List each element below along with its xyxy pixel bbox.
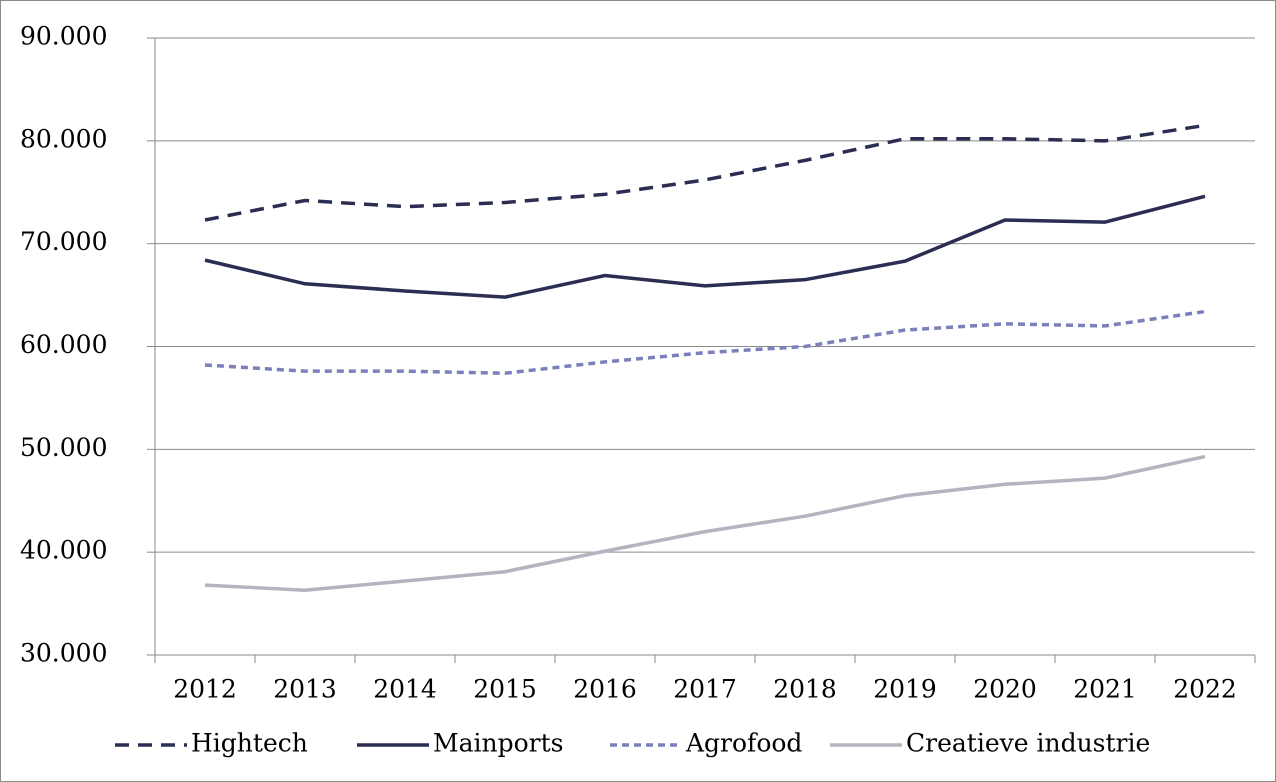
- y-tick-label: 80.000: [20, 124, 107, 153]
- x-tick-label: 2018: [773, 675, 837, 704]
- x-tick-label: 2019: [873, 675, 937, 704]
- legend-label: Creatieve industrie: [906, 729, 1150, 758]
- x-tick-label: 2012: [173, 675, 237, 704]
- x-tick-label: 2015: [473, 675, 537, 704]
- x-tick-label: 2020: [973, 675, 1037, 704]
- x-tick-label: 2017: [673, 675, 737, 704]
- x-tick-label: 2013: [273, 675, 337, 704]
- y-tick-label: 90.000: [20, 22, 107, 51]
- x-tick-label: 2014: [373, 675, 437, 704]
- x-tick-label: 2016: [573, 675, 637, 704]
- y-tick-label: 40.000: [20, 536, 107, 565]
- legend-label: Agrofood: [685, 729, 802, 758]
- series-line: [204, 454, 1206, 592]
- y-tick-label: 60.000: [20, 330, 107, 359]
- legend-label: Hightech: [191, 729, 308, 758]
- x-tick-label: 2021: [1073, 675, 1137, 704]
- y-tick-label: 50.000: [20, 433, 107, 462]
- series-line: [204, 123, 1206, 222]
- x-tick-label: 2022: [1173, 675, 1237, 704]
- y-tick-label: 70.000: [20, 227, 107, 256]
- y-tick-label: 30.000: [20, 639, 107, 668]
- legend-label: Mainports: [433, 729, 563, 758]
- series-line: [204, 194, 1206, 299]
